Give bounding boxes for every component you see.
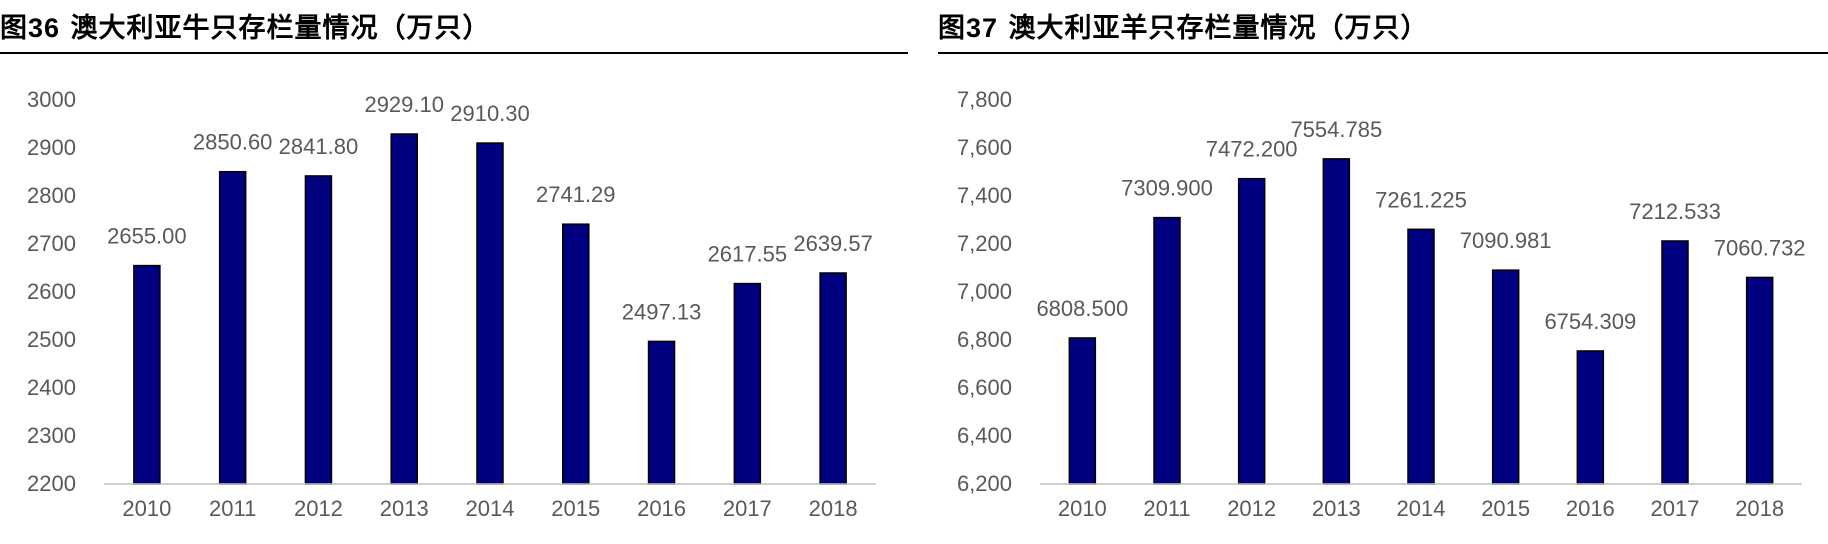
y-tick-label: 7,400	[957, 183, 1012, 208]
x-tick-label: 2011	[1143, 496, 1190, 521]
figure-36-panel: 图36 澳大利亚牛只存栏量情况（万只） 2200 2300 2400 2500 2600…	[0, 0, 910, 544]
bar-2018	[1745, 276, 1774, 485]
bar-2011	[218, 170, 247, 485]
sheep-inventory-bar-chart: 6,200 6,400 6,600 6,800 7,000 7,200 7,400 7,600…	[957, 87, 1806, 521]
figure-37-caption: 澳大利亚羊只存栏量情况（万只）	[1008, 13, 1429, 44]
figure-37-number: 37	[966, 13, 999, 43]
bar-2018	[819, 272, 847, 485]
y-tick-label: 6,400	[957, 423, 1012, 448]
figure-37-label: 图	[938, 13, 966, 44]
x-tick-label: 2012	[1227, 496, 1276, 521]
y-tick-label: 2600	[27, 279, 76, 304]
figure-37-title: 图37 澳大利亚羊只存栏量情况（万只）	[938, 6, 1428, 45]
bar-2010	[1068, 337, 1097, 485]
x-tick-label: 2017	[1651, 496, 1700, 521]
y-tick-label: 2700	[27, 231, 76, 256]
x-tick-label: 2014	[1397, 496, 1446, 521]
x-tick-label: 2010	[122, 496, 171, 521]
bar-2013	[390, 133, 418, 485]
bar-value-label: 6754.309	[1544, 309, 1636, 334]
x-tick-label: 2013	[1312, 496, 1361, 521]
y-tick-label: 6,200	[957, 471, 1012, 496]
bar-2012	[1237, 177, 1266, 485]
x-tick-label: 2017	[723, 496, 772, 521]
y-tick-label: 7,600	[957, 135, 1012, 160]
x-tick-label: 2014	[466, 496, 515, 521]
figure-36-label: 图	[0, 13, 28, 44]
x-tick-label: 2016	[637, 496, 686, 521]
bar-2016	[647, 340, 676, 485]
x-tick-label: 2018	[1735, 496, 1784, 521]
y-tick-label: 2300	[27, 423, 76, 448]
bar-value-label: 2655.00	[107, 224, 187, 249]
bar-2017	[1661, 240, 1689, 485]
figure-37-panel: 图37 澳大利亚羊只存栏量情况（万只） 6,200 6,400 6,600 6,800…	[938, 0, 1828, 544]
figure-37-title-rule	[938, 52, 1828, 54]
bar-value-label: 2841.80	[279, 134, 359, 159]
figure-36-title: 图36 澳大利亚牛只存栏量情况（万只）	[0, 6, 490, 45]
y-tick-label: 2900	[27, 135, 76, 160]
y-tick-label: 6,800	[957, 327, 1012, 352]
y-tick-label: 2400	[27, 375, 76, 400]
bar-value-label: 6808.500	[1036, 296, 1128, 321]
bar-value-label: 7090.981	[1460, 228, 1552, 253]
bar-value-label: 2910.30	[450, 101, 530, 126]
bar-2011	[1153, 216, 1181, 485]
bar-value-label: 2850.60	[193, 130, 273, 155]
x-tick-label: 2013	[380, 496, 429, 521]
bar-2013	[1322, 158, 1351, 485]
bar-value-label: 2639.57	[793, 231, 873, 256]
y-tick-label: 7,200	[957, 231, 1012, 256]
x-tick-label: 2015	[1481, 496, 1530, 521]
bar-value-label: 7309.900	[1121, 176, 1213, 201]
x-tick-label: 2012	[294, 496, 343, 521]
bar-2015	[1491, 269, 1520, 485]
bar-2014	[1407, 228, 1435, 485]
bar-2015	[562, 223, 590, 485]
x-tick-label: 2010	[1058, 496, 1107, 521]
bar-2014	[476, 142, 504, 485]
bar-value-label: 2741.29	[536, 182, 616, 207]
y-tick-label: 2500	[27, 327, 76, 352]
x-tick-label: 2011	[209, 496, 256, 521]
cattle-inventory-bar-chart: 2200 2300 2400 2500 2600 2700 2800 2900 3000 2655…	[27, 87, 876, 521]
bar-value-label: 7261.225	[1375, 187, 1467, 212]
x-tick-label: 2016	[1566, 496, 1615, 521]
bar-value-label: 7554.785	[1290, 117, 1382, 142]
x-tick-label: 2015	[551, 496, 600, 521]
bar-value-label: 7060.732	[1714, 235, 1806, 260]
bar-2010	[133, 264, 161, 485]
y-tick-label: 7,000	[957, 279, 1012, 304]
figure-36-caption: 澳大利亚牛只存栏量情况（万只）	[70, 13, 491, 44]
bar-value-label: 2617.55	[708, 242, 788, 267]
y-tick-label: 2800	[27, 183, 76, 208]
bar-value-label: 2497.13	[622, 299, 702, 324]
bar-2012	[304, 175, 333, 485]
bar-value-label: 7472.200	[1206, 137, 1298, 162]
bar-value-label: 2929.10	[364, 92, 444, 117]
figure-36-number: 36	[28, 13, 61, 43]
bar-value-label: 7212.533	[1629, 199, 1721, 224]
y-tick-label: 6,600	[957, 375, 1012, 400]
bar-2017	[733, 282, 762, 485]
y-tick-label: 3000	[27, 87, 76, 112]
y-tick-label: 7,800	[957, 87, 1012, 112]
y-tick-label: 2200	[27, 471, 76, 496]
figure-36-title-rule	[0, 52, 908, 54]
bar-2016	[1576, 350, 1605, 485]
x-tick-label: 2018	[809, 496, 858, 521]
